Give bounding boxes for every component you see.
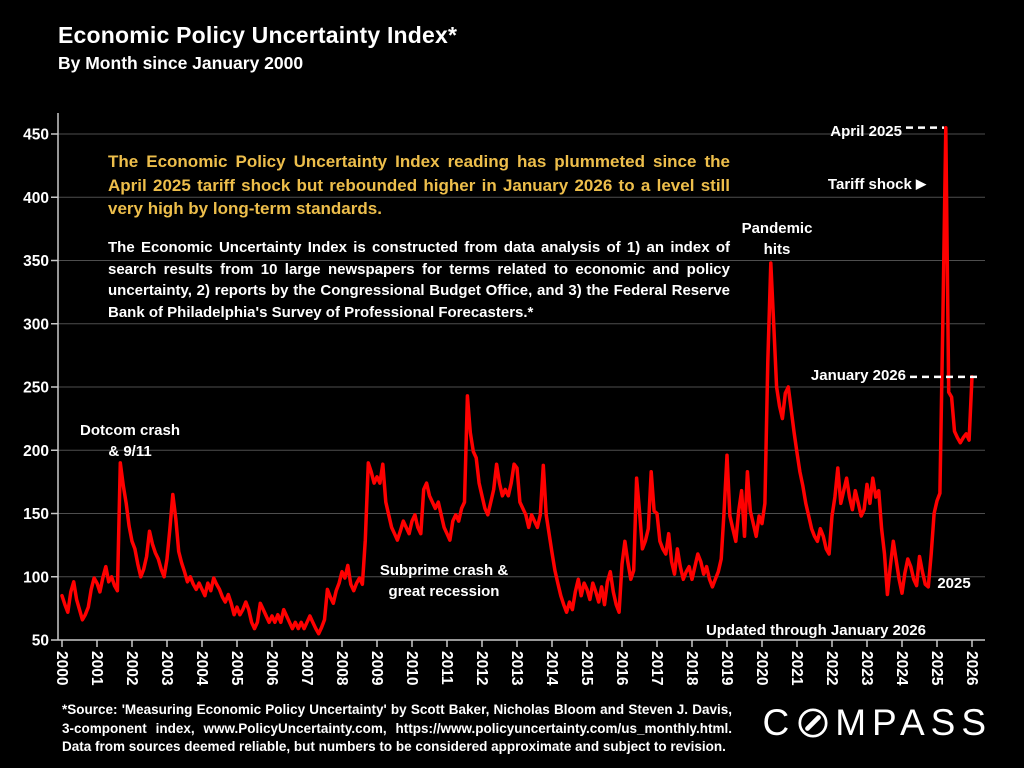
y-axis-tick-label: 50 — [32, 633, 49, 650]
annotation-january-2026: January 2026 — [810, 367, 906, 384]
page-subtitle: By Month since January 2000 — [58, 53, 304, 73]
annotation-pandemic-line1: Pandemic — [741, 220, 813, 237]
x-axis-tick-label: 2016 — [613, 651, 630, 686]
annotation-subprime-line1: Subprime crash & — [379, 562, 509, 579]
x-axis-tick-label: 2024 — [893, 651, 910, 686]
right-arrow-icon: ▶ — [916, 176, 926, 191]
x-axis-tick-label: 2009 — [368, 651, 385, 686]
annotation-subprime-line2: great recession — [388, 583, 500, 600]
x-axis-tick-label: 2000 — [53, 651, 70, 685]
logo-letters-mpass: MPASS — [835, 702, 992, 743]
annotation-dotcom-line2: & 9/11 — [108, 443, 152, 460]
x-axis-tick-label: 2004 — [193, 651, 210, 686]
x-axis-tick-label: 2003 — [158, 651, 175, 686]
x-axis-tick-label: 2025 — [928, 651, 945, 686]
annotation-dotcom-crash: Dotcom crash & 9/11 — [66, 420, 194, 462]
x-axis-tick-label: 2014 — [543, 651, 560, 686]
x-axis-tick-label: 2021 — [788, 651, 805, 686]
y-axis-tick-label: 150 — [23, 506, 49, 523]
x-axis-tick-label: 2007 — [298, 651, 315, 685]
x-axis-tick-label: 2002 — [123, 651, 140, 685]
y-axis-tick-label: 350 — [23, 253, 49, 270]
page-title: Economic Policy Uncertainty Index* — [58, 22, 458, 48]
x-axis-tick-label: 2013 — [508, 651, 525, 686]
x-axis-tick-label: 2018 — [683, 651, 700, 686]
annotation-dotcom-line1: Dotcom crash — [79, 422, 181, 439]
epu-series-line — [60, 125, 974, 636]
x-axis-tick-label: 2001 — [88, 651, 105, 686]
x-axis-tick-label: 2015 — [578, 651, 595, 686]
y-axis-tick-label: 100 — [23, 569, 49, 586]
y-axis-tick-label: 200 — [23, 443, 49, 460]
annotation-subprime-crash: Subprime crash & great recession — [366, 560, 522, 602]
y-axis-tick-label: 300 — [23, 316, 49, 333]
x-axis-tick-label: 2011 — [438, 651, 455, 685]
x-axis-tick-label: 2026 — [963, 651, 980, 686]
source-note: *Source: 'Measuring Economic Policy Unce… — [62, 702, 732, 754]
x-axis-tick-label: 2019 — [718, 651, 735, 686]
y-axis-tick-label: 450 — [23, 127, 49, 144]
compass-o-icon — [798, 708, 828, 738]
x-axis-tick-label: 2010 — [403, 651, 420, 685]
x-axis-tick-label: 2023 — [858, 651, 875, 686]
x-axis-tick-label: 2017 — [648, 651, 665, 685]
x-axis-tick-label: 2012 — [473, 651, 490, 685]
annotation-tariff-shock: Tariff shock ▶ — [827, 176, 926, 193]
x-axis-tick-label: 2022 — [823, 651, 840, 685]
compass-logo: C MPASS — [760, 699, 992, 747]
annotation-updated-through: Updated through January 2026 — [705, 622, 926, 639]
annotation-year-2025: 2025 — [937, 575, 971, 592]
x-axis-tick-label: 2006 — [263, 651, 280, 686]
y-axis-tick-label: 400 — [23, 190, 49, 207]
callout-description: The Economic Uncertainty Index is constr… — [108, 239, 730, 321]
annotation-pandemic-hits: Pandemic hits — [732, 218, 822, 260]
annotation-pandemic-line2: hits — [763, 241, 791, 258]
logo-letter-c: C — [762, 702, 796, 743]
x-axis-tick-label: 2005 — [228, 651, 245, 686]
x-axis-tick-label: 2020 — [753, 651, 770, 685]
callout-highlight: The Economic Policy Uncertainty Index re… — [108, 152, 730, 218]
y-axis-tick-label: 250 — [23, 380, 49, 397]
annotation-april-2025: April 2025 — [830, 123, 902, 140]
x-axis-tick-label: 2008 — [333, 651, 350, 686]
